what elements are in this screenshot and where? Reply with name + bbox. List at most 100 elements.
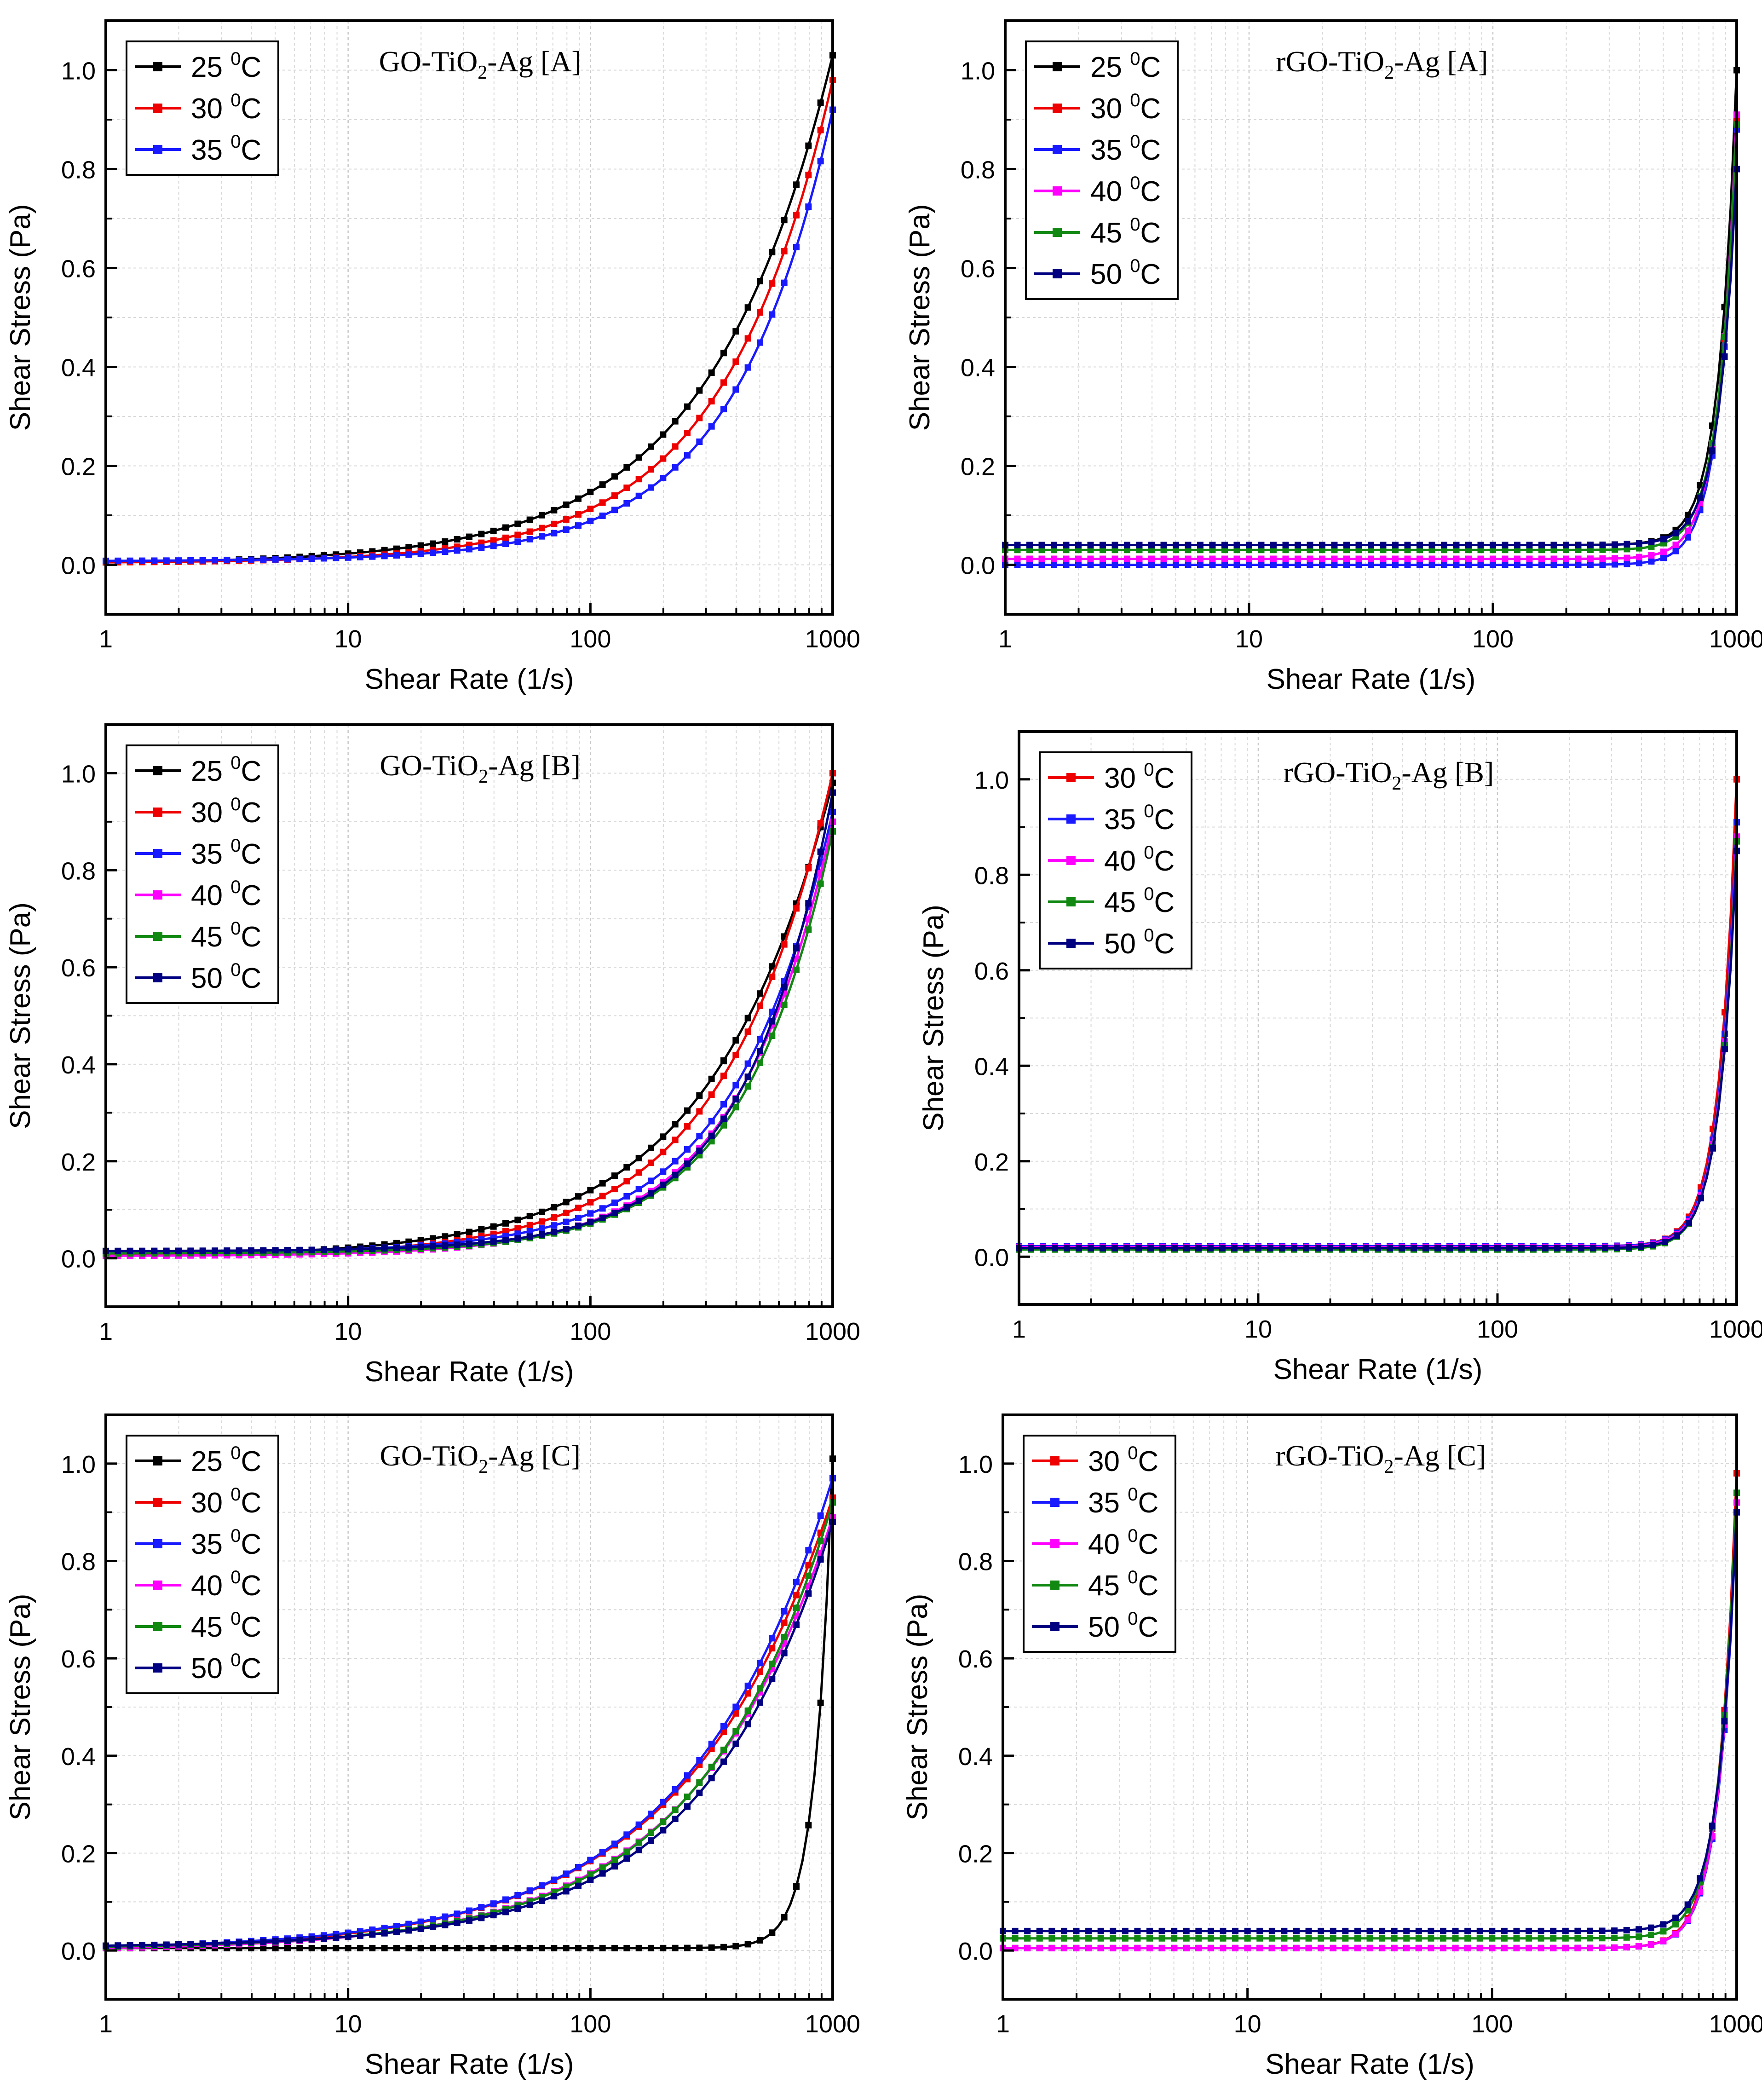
data-point [708,1118,715,1125]
data-point [1526,561,1533,568]
y-tick-label: 0.6 [961,255,995,283]
legend-marker [1050,1498,1060,1507]
data-point [357,1246,363,1252]
y-tick-label: 0.6 [974,958,1009,985]
data-point [284,556,291,563]
data-point [1339,1245,1345,1252]
data-point [1232,1944,1239,1951]
data-point [1087,542,1094,548]
data-point [248,1247,254,1254]
data-point [1134,1935,1141,1942]
data-point [1075,555,1082,562]
data-point [1575,542,1582,548]
data-point [1246,542,1252,548]
data-point [1550,547,1557,554]
data-point [1270,542,1277,548]
legend-temp: 30 [191,93,230,125]
x-tick-label: 100 [570,625,611,653]
data-point [817,127,824,133]
data-point [672,1158,679,1165]
legend-degree: 0 [230,918,241,939]
data-point [175,1941,182,1948]
data-point [1075,542,1082,548]
data-point [1428,561,1435,568]
data-point [563,1210,570,1217]
data-point [393,1944,400,1951]
legend-label: 45 0C [191,918,261,953]
data-point [587,518,594,525]
data-point [308,1936,315,1943]
data-point [1660,1921,1667,1928]
data-point [1428,555,1435,562]
data-point [1219,1245,1226,1252]
data-point [732,1037,739,1044]
legend-degree: 0 [1128,1526,1138,1546]
data-point [212,1247,218,1254]
x-tick-label: 100 [1477,1315,1518,1343]
title-subscript: 2 [1384,1456,1393,1477]
data-point [1295,555,1301,562]
data-point [563,516,570,523]
data-point [575,1214,582,1221]
data-point [163,1247,170,1254]
y-tick-label: 1.0 [958,1451,993,1478]
data-point [115,1247,121,1254]
data-point [623,1178,630,1185]
data-point [1614,1244,1620,1251]
data-point [769,1635,776,1642]
data-point [635,1197,642,1204]
data-point [393,1245,400,1252]
data-point [1415,1935,1422,1942]
data-point [1148,561,1155,568]
x-tick-label: 1000 [805,1318,860,1345]
data-point [1415,1927,1422,1934]
data-point [563,1226,570,1233]
data-point [405,1927,412,1934]
data-point [417,542,424,549]
data-point [1599,1927,1606,1934]
legend-label: 35 0C [191,836,261,870]
data-point [478,1915,485,1921]
data-point [757,339,763,346]
data-point [575,1863,582,1870]
data-point [1026,561,1033,568]
data-point [1550,561,1557,568]
data-point [1270,555,1277,562]
legend-temp: 30 [191,1487,230,1519]
data-point [1647,1941,1654,1948]
data-point [1575,561,1582,568]
title-tail: -Ag [A] [1394,45,1488,78]
data-point [587,1871,594,1878]
legend-temp: 40 [1104,845,1144,877]
data-point [1136,555,1143,562]
data-point [308,555,315,562]
data-point [1291,1245,1297,1252]
data-point [757,990,763,997]
x-tick-label: 1000 [1709,1315,1762,1343]
x-tick-label: 1 [99,2010,113,2038]
data-point [575,1878,582,1885]
legend-label: 45 0C [191,1609,261,1643]
data-point [1452,1935,1459,1942]
y-tick-label: 0.6 [61,954,96,982]
data-point [1662,1238,1668,1245]
data-point [793,212,800,219]
data-point [1550,1944,1557,1951]
data-point [1366,1927,1373,1934]
y-axis-label: Shear Stress (Pa) [5,204,36,431]
data-point [1660,554,1667,561]
data-point [1685,534,1691,541]
data-point [1342,1927,1349,1934]
data-point [490,537,497,544]
data-point [1537,1927,1544,1934]
data-point [1281,1935,1288,1942]
data-point [321,1246,327,1253]
data-point [757,1937,763,1944]
data-point [684,1146,691,1153]
data-point [1135,1245,1142,1252]
data-point [1122,1927,1129,1934]
data-point [526,1228,533,1235]
data-point [393,1922,400,1929]
data-point [635,1839,642,1846]
data-point [1710,1145,1716,1152]
